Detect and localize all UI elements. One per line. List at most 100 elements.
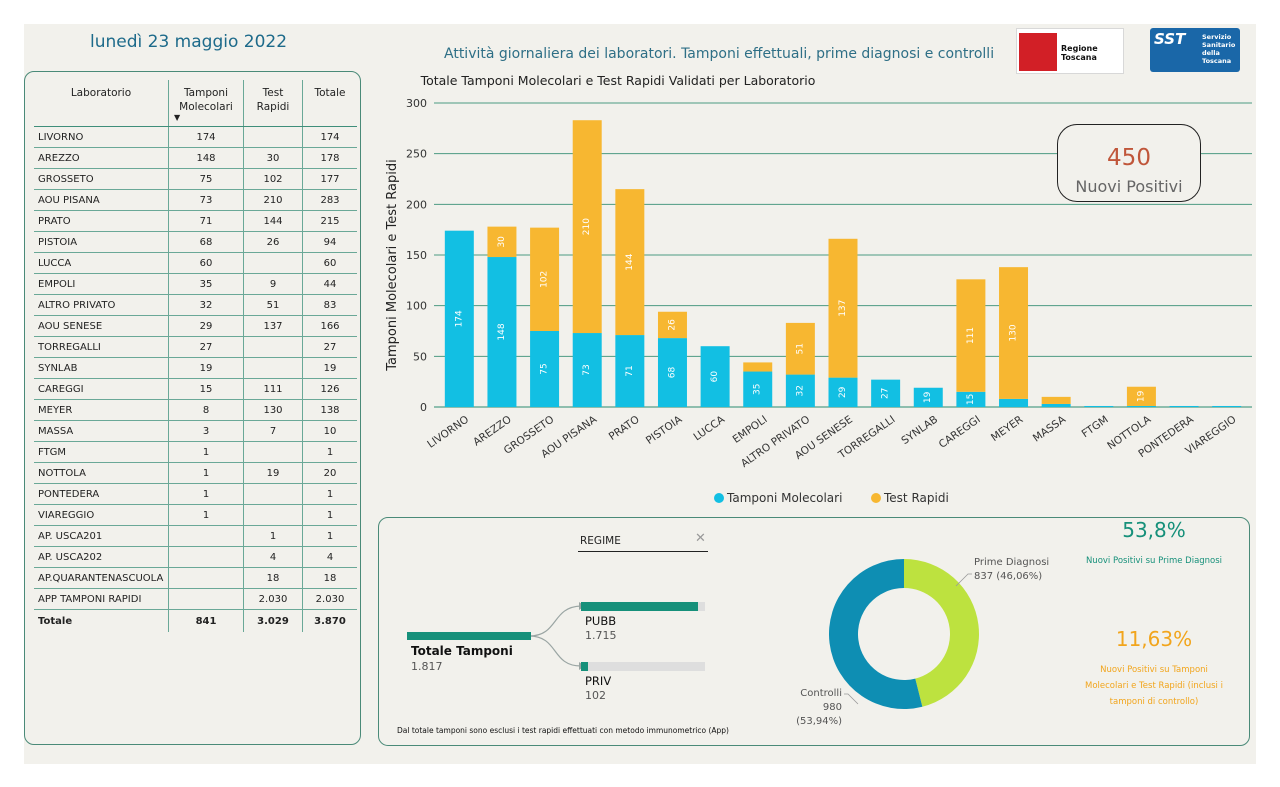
table-cell: 3.029: [243, 609, 303, 632]
bar-segment[interactable]: [956, 391, 986, 407]
bar-segment[interactable]: [743, 362, 773, 372]
bar-segment[interactable]: [828, 238, 858, 378]
col-header-tamponi-molecolari[interactable]: Tamponi Molecolari ▼: [168, 80, 244, 127]
bar-segment[interactable]: [785, 322, 815, 375]
table-body: LIVORNO 174 174 AREZZO 148 30 178 GROSSETO 75 102…: [34, 126, 357, 632]
bar-segment[interactable]: [1126, 386, 1156, 406]
table-row[interactable]: AOU PISANA 73 210 283: [34, 189, 357, 211]
bar-segment[interactable]: [487, 257, 517, 407]
table-cell: TORREGALLI: [34, 336, 169, 358]
table-row[interactable]: MEYER 8 130 138: [34, 399, 357, 421]
bar-segment[interactable]: [572, 120, 602, 334]
bar-segment[interactable]: [785, 374, 815, 407]
table-row[interactable]: SYNLAB 19 19: [34, 357, 357, 379]
table-cell: PONTEDERA: [34, 483, 169, 505]
bar-segment[interactable]: [572, 333, 602, 407]
table-row[interactable]: PONTEDERA 1 1: [34, 483, 357, 505]
y-tick-label: 250: [406, 148, 427, 161]
bar-segment[interactable]: [956, 279, 986, 392]
table-row[interactable]: FTGM 1 1: [34, 441, 357, 463]
pubb-bar[interactable]: [581, 602, 705, 611]
table-row[interactable]: LUCCA 60 60: [34, 252, 357, 274]
table-row[interactable]: EMPOLI 35 9 44: [34, 273, 357, 295]
table-row[interactable]: ALTRO PRIVATO 32 51 83: [34, 294, 357, 316]
bar-segment[interactable]: [999, 398, 1029, 407]
bar-data-label: 68: [667, 367, 677, 379]
regime-filter-label[interactable]: REGIME: [580, 535, 621, 547]
bar-segment[interactable]: [530, 331, 560, 407]
bar-segment[interactable]: [828, 377, 858, 407]
bar-segment[interactable]: [615, 335, 645, 407]
bar-data-label: 174: [454, 310, 464, 327]
table-cell: 60: [168, 252, 244, 274]
bar-segment[interactable]: [743, 371, 773, 407]
x-tick-label: SYNLAB: [899, 414, 940, 448]
bar-segment[interactable]: [913, 387, 943, 407]
table-row[interactable]: VIAREGGIO 1 1: [34, 504, 357, 526]
table-row[interactable]: LIVORNO 174 174: [34, 126, 357, 148]
table-cell: 1: [302, 483, 357, 505]
table-row[interactable]: TORREGALLI 27 27: [34, 336, 357, 358]
table-row[interactable]: CAREGGI 15 111 126: [34, 378, 357, 400]
bar-data-label: 27: [881, 388, 891, 399]
bar-segment[interactable]: [530, 227, 560, 331]
priv-bar[interactable]: [581, 662, 705, 671]
bar-segment[interactable]: [999, 267, 1029, 399]
table-cell: 174: [302, 126, 357, 148]
bar-segment[interactable]: [444, 230, 474, 407]
table-cell: 10: [302, 420, 357, 442]
x-tick-label: FTGM: [1080, 414, 1111, 441]
bar-segment[interactable]: [1126, 405, 1156, 407]
bar-segment[interactable]: [487, 226, 517, 258]
y-tick-label: 200: [406, 198, 427, 211]
table-cell: 27: [302, 336, 357, 358]
bar-segment[interactable]: [1212, 405, 1242, 407]
table-row[interactable]: NOTTOLA 1 19 20: [34, 462, 357, 484]
table-row[interactable]: PISTOIA 68 26 94: [34, 231, 357, 253]
donut-label-controlli: Controlli 980 (53,94%): [776, 687, 842, 729]
table-row[interactable]: APP TAMPONI RAPIDI 2.030 2.030: [34, 588, 357, 610]
bar-segment[interactable]: [1041, 396, 1071, 404]
table-cell: 1: [302, 504, 357, 526]
laboratory-table: Laboratorio Tamponi Molecolari ▼ Test Rap…: [34, 80, 357, 632]
x-tick-label: LIVORNO: [425, 414, 471, 451]
bar-data-label: 35: [753, 384, 763, 395]
donut-slice[interactable]: [904, 559, 979, 707]
table-cell: [168, 567, 244, 589]
table-row[interactable]: AP. USCA201 1 1: [34, 525, 357, 547]
table-cell: 138: [302, 399, 357, 421]
table-row[interactable]: GROSSETO 75 102 177: [34, 168, 357, 190]
close-icon[interactable]: ✕: [695, 531, 706, 546]
table-row[interactable]: AOU SENESE 29 137 166: [34, 315, 357, 337]
donut-slice[interactable]: [829, 559, 923, 709]
col-header-test-rapidi[interactable]: Test Rapidi: [243, 80, 303, 127]
col-header-laboratorio[interactable]: Laboratorio: [34, 80, 169, 127]
table-row[interactable]: AP. USCA202 4 4: [34, 546, 357, 568]
bar-segment[interactable]: [657, 338, 687, 407]
connector-pubb: [529, 605, 582, 637]
y-tick-label: 0: [420, 401, 427, 414]
table-row[interactable]: MASSA 3 7 10: [34, 420, 357, 442]
bar-segment[interactable]: [700, 346, 730, 407]
col-header-totale[interactable]: Totale: [302, 80, 357, 127]
table-cell: 178: [302, 147, 357, 169]
table-cell: 19: [243, 462, 303, 484]
table-row[interactable]: AP.QUARANTENASCUOLA 18 18: [34, 567, 357, 589]
totale-tamponi-value: 1.817: [411, 660, 443, 673]
bar-segment[interactable]: [1169, 405, 1199, 407]
bar-segment[interactable]: [1041, 403, 1071, 407]
table-total-row[interactable]: Totale 841 3.029 3.870: [34, 609, 357, 632]
table-cell: 1: [243, 525, 303, 547]
bar-segment[interactable]: [615, 189, 645, 336]
table-row[interactable]: PRATO 71 144 215: [34, 210, 357, 232]
bar-segment[interactable]: [1084, 405, 1114, 407]
priv-value: 102: [585, 689, 606, 702]
bar-segment[interactable]: [871, 379, 901, 407]
table-row[interactable]: AREZZO 148 30 178: [34, 147, 357, 169]
priv-label: PRIV: [585, 674, 612, 688]
totale-tamponi-bar[interactable]: [407, 632, 531, 640]
bar-segment[interactable]: [657, 311, 687, 339]
pct-positivi-tamponi: 11,63%: [1115, 627, 1193, 651]
bar-data-label: 130: [1009, 324, 1019, 341]
bar-data-label: 30: [497, 236, 507, 248]
